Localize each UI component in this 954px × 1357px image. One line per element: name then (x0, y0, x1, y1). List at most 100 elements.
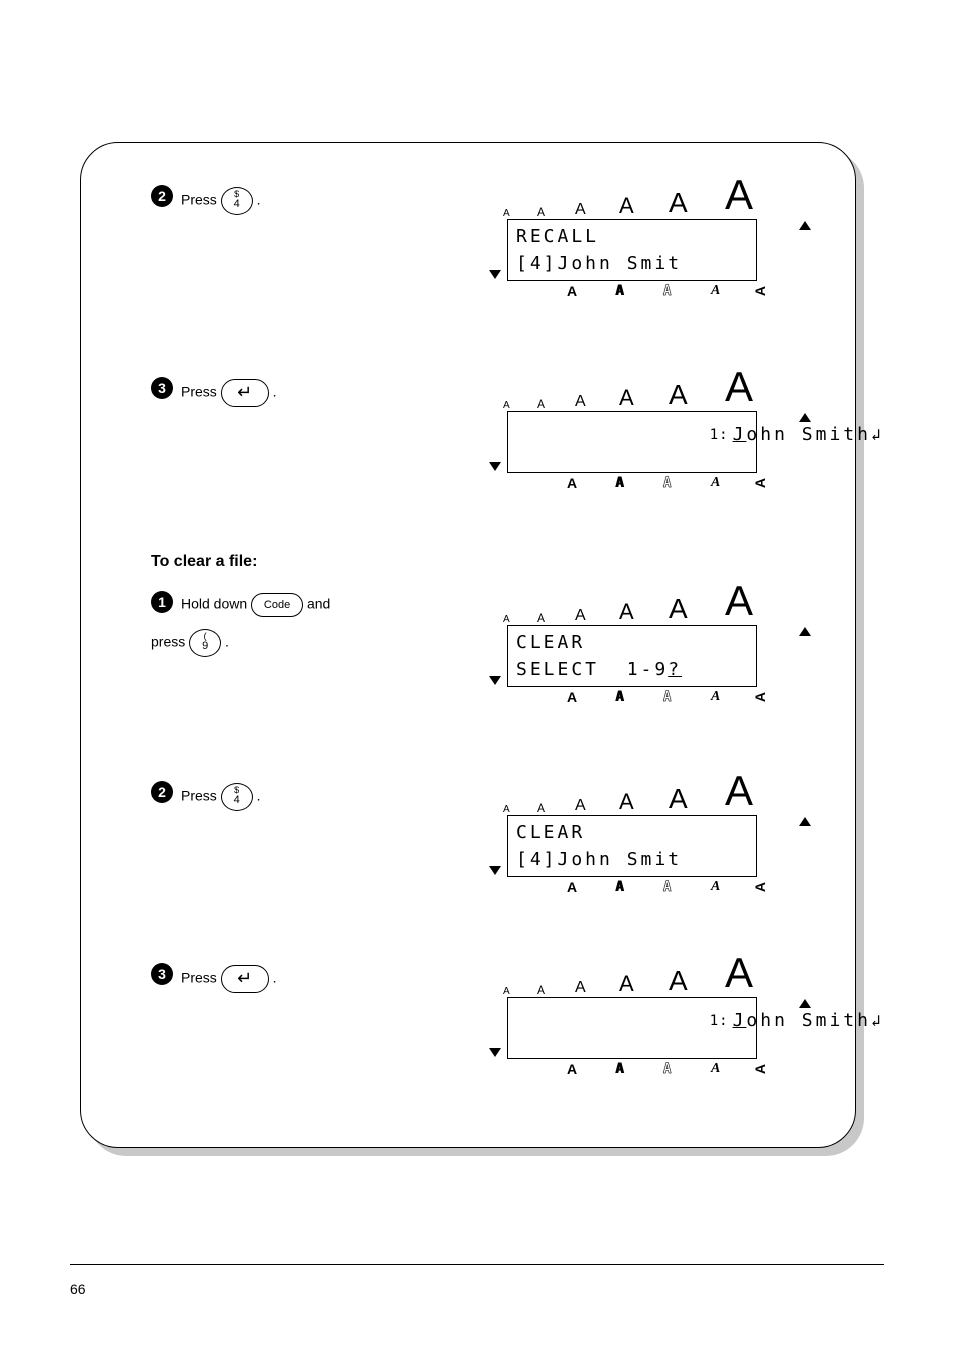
scroll-down-icon (489, 676, 501, 685)
size-indicator-row: AAAAAA (489, 579, 809, 625)
step-instruction: Press ↵ . (181, 379, 481, 407)
instr-suffix: and (307, 596, 330, 612)
scroll-down-icon (489, 1048, 501, 1057)
style-glyph: A (711, 475, 720, 491)
step-instruction: Hold down Code and (181, 593, 481, 617)
scroll-up-icon (799, 627, 811, 636)
style-indicator-row: AAAAA (507, 1059, 757, 1081)
style-glyph: A (567, 475, 577, 491)
key-9: ( 9 (189, 629, 221, 657)
lcd-line-2: [4]John Smit (516, 253, 682, 274)
key-bottom-label: 4 (222, 795, 252, 806)
style-glyph: A (711, 283, 720, 299)
code-key: Code (251, 593, 303, 617)
style-glyph: A (615, 1061, 623, 1077)
key-bottom-label: 9 (190, 641, 220, 652)
instruction-panel: 2 Press $ 4 . A A A A A A RECALL [4]John Smit (80, 142, 856, 1148)
lcd-frame: CLEAR [4]John Smit (507, 815, 757, 877)
lcd-frame: 1:John Smith↲ (507, 997, 757, 1059)
lcd-line-1: RECALL (516, 226, 599, 247)
style-glyph: A (615, 689, 623, 705)
style-glyph: A (752, 882, 768, 892)
size-glyph: A (503, 804, 510, 815)
style-glyph: A (567, 1061, 577, 1077)
size-glyph: A (725, 577, 753, 625)
size-glyph: A (575, 607, 586, 625)
instr-suffix: . (257, 788, 261, 804)
size-glyph: A (503, 614, 510, 625)
scroll-down-icon (489, 462, 501, 471)
style-glyph: A (752, 1064, 768, 1074)
step-instruction: Press $ 4 . (181, 783, 481, 811)
lcd-line-prefix: 1: (710, 1013, 729, 1029)
scroll-up-icon (799, 817, 811, 826)
size-glyph: A (669, 783, 688, 815)
size-glyph: A (503, 208, 510, 219)
instr-suffix: . (273, 384, 277, 400)
key-4: $ 4 (221, 187, 253, 215)
instr-text: Press (181, 788, 221, 804)
style-glyph: A (615, 879, 623, 895)
eol-icon: ↲ (871, 1011, 884, 1030)
lcd-line-prefix: 1: (710, 427, 729, 443)
style-indicator-row: AAAAA (507, 687, 757, 709)
size-glyph: A (669, 187, 688, 219)
lcd-display: AAAAAA CLEAR [4]John Smit AAAAA (489, 769, 809, 899)
step-number-badge: 3 (151, 377, 173, 399)
enter-key: ↵ (221, 965, 269, 993)
step-number-badge: 2 (151, 781, 173, 803)
style-indicator-row: AAAAA (507, 281, 757, 303)
instr-suffix: . (257, 192, 261, 208)
style-glyph: A (752, 478, 768, 488)
scroll-down-icon (489, 866, 501, 875)
page-number: 66 (70, 1281, 86, 1297)
footer-rule (70, 1264, 884, 1265)
lcd-display: AAAAAA RECALL [4]John Smit AAAAA (489, 173, 809, 303)
lcd-line-2: 1:John Smith↲ (516, 403, 884, 466)
lcd-frame: RECALL [4]John Smit (507, 219, 757, 281)
style-indicator-row: AAAAA (507, 877, 757, 899)
lcd-line-1: CLEAR (516, 632, 585, 653)
instr-text: Press (181, 192, 221, 208)
size-glyph: A (725, 171, 753, 219)
size-glyph: A (537, 801, 545, 815)
scroll-down-icon (489, 270, 501, 279)
instr-suffix: . (225, 634, 229, 650)
step-instruction-line2: press ( 9 . (151, 629, 451, 657)
size-glyph: A (619, 193, 634, 219)
step-instruction: Press $ 4 . (181, 187, 481, 215)
lcd-display: AAAAAA CLEAR SELECT 1-9? AAAAA (489, 579, 809, 709)
size-glyph: A (575, 797, 586, 815)
step-number-badge: 1 (151, 591, 173, 613)
style-glyph: A (663, 1061, 671, 1077)
style-glyph: A (711, 689, 720, 705)
style-glyph: A (567, 879, 577, 895)
style-glyph: A (711, 1061, 720, 1077)
style-glyph: A (663, 879, 671, 895)
enter-key: ↵ (221, 379, 269, 407)
size-glyph: A (669, 593, 688, 625)
lcd-line-2: SELECT 1-9? (516, 659, 682, 680)
style-glyph: A (567, 689, 577, 705)
key-4: $ 4 (221, 783, 253, 811)
size-glyph: A (537, 205, 545, 219)
style-glyph: A (615, 475, 623, 491)
instr-text: Hold down (181, 596, 251, 612)
instr-text: Press (181, 384, 221, 400)
style-glyph: A (615, 283, 623, 299)
size-glyph: A (503, 400, 510, 411)
instr-text: press (151, 634, 189, 650)
lcd-cursor-char: J (733, 1010, 747, 1031)
lcd-frame: 1:John Smith↲ (507, 411, 757, 473)
style-indicator-row: AAAAA (507, 473, 757, 495)
step-instruction: Press ↵ . (181, 965, 481, 993)
lcd-line-2: [4]John Smit (516, 849, 682, 870)
lcd-display: AAAAAA 1:John Smith↲ AAAAA (489, 951, 809, 1081)
lcd-cursor-char: J (733, 424, 747, 445)
step-number-badge: 3 (151, 963, 173, 985)
instr-text: Press (181, 970, 221, 986)
size-glyph: A (619, 599, 634, 625)
style-glyph: A (663, 689, 671, 705)
key-bottom-label: 4 (222, 199, 252, 210)
lcd-line-1: CLEAR (516, 822, 585, 843)
